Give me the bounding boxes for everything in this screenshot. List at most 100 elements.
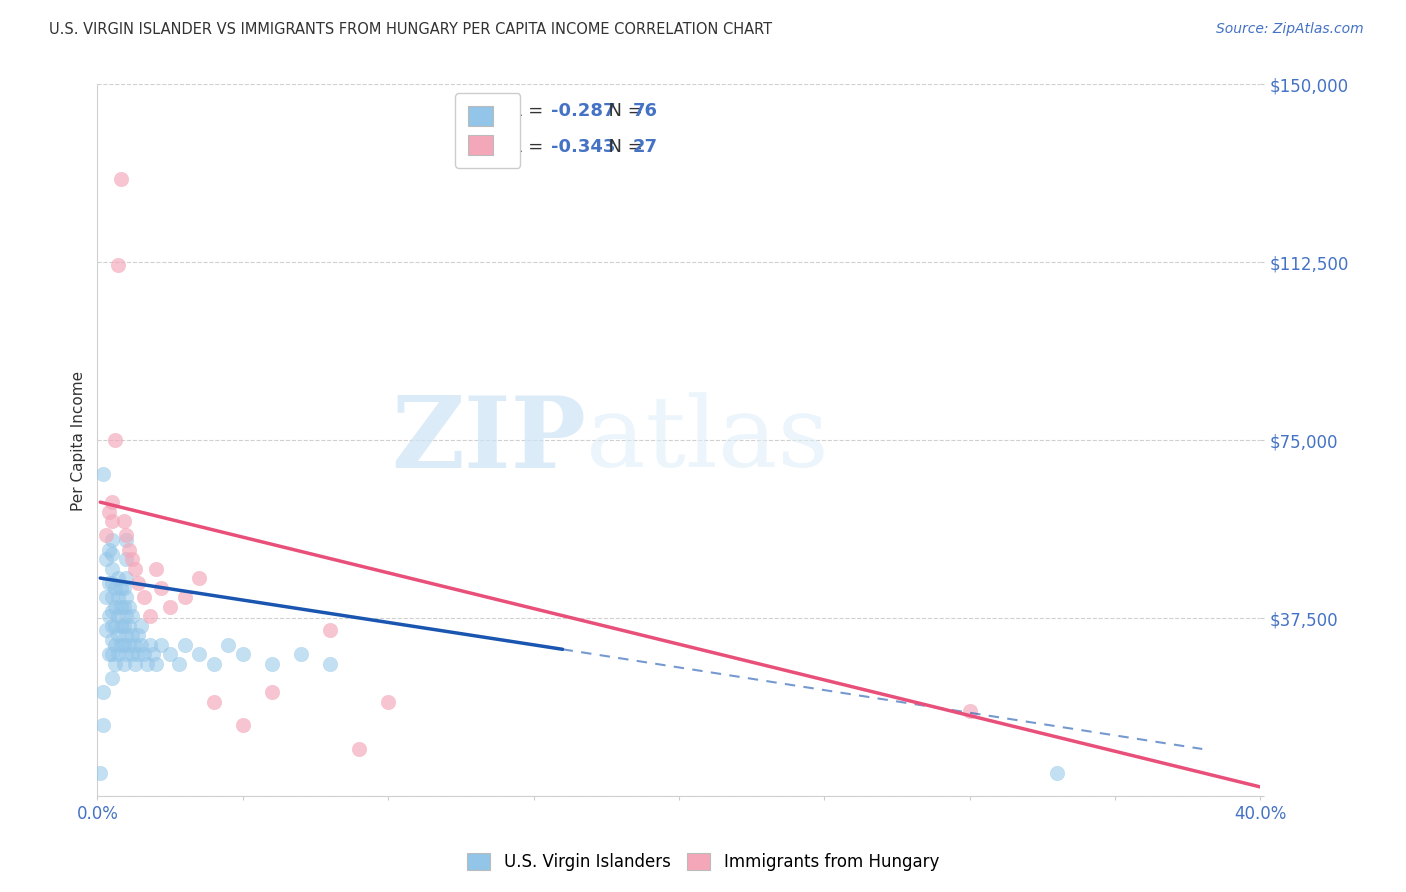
- Point: [115, 528, 138, 542]
- Point: [94, 624, 117, 638]
- Point: [115, 609, 138, 624]
- Point: [118, 638, 141, 652]
- Point: [290, 647, 312, 661]
- Point: [104, 434, 127, 448]
- Point: [112, 581, 135, 595]
- Point: [138, 638, 160, 652]
- Point: [115, 647, 138, 661]
- Text: R =: R =: [510, 138, 550, 156]
- Point: [173, 638, 195, 652]
- Point: [98, 575, 121, 590]
- Point: [121, 552, 143, 566]
- Text: 27: 27: [633, 138, 658, 156]
- Point: [107, 571, 129, 585]
- Point: [129, 618, 152, 632]
- Point: [101, 604, 124, 618]
- Point: [98, 542, 121, 557]
- Point: [94, 590, 117, 604]
- Point: [115, 552, 138, 566]
- Point: [104, 618, 127, 632]
- Point: [110, 172, 132, 186]
- Point: [94, 552, 117, 566]
- Legend: U.S. Virgin Islanders, Immigrants from Hungary: U.S. Virgin Islanders, Immigrants from H…: [458, 845, 948, 880]
- Point: [110, 599, 132, 614]
- Point: [104, 581, 127, 595]
- Point: [959, 704, 981, 718]
- Point: [98, 505, 121, 519]
- Point: [112, 599, 135, 614]
- Point: [104, 657, 127, 671]
- Text: Source: ZipAtlas.com: Source: ZipAtlas.com: [1216, 22, 1364, 37]
- Point: [260, 657, 283, 671]
- Point: [101, 671, 124, 685]
- Point: [121, 628, 143, 642]
- Point: [112, 638, 135, 652]
- Point: [127, 575, 149, 590]
- Point: [115, 590, 138, 604]
- Y-axis label: Per Capita Income: Per Capita Income: [72, 370, 86, 510]
- Point: [107, 609, 129, 624]
- Point: [121, 609, 143, 624]
- Point: [202, 657, 225, 671]
- Point: [319, 624, 342, 638]
- Text: R =: R =: [510, 103, 550, 120]
- Point: [118, 542, 141, 557]
- Point: [104, 638, 127, 652]
- Text: N =: N =: [598, 138, 650, 156]
- Text: -0.287: -0.287: [551, 103, 616, 120]
- Point: [124, 638, 146, 652]
- Point: [1046, 765, 1069, 780]
- Point: [110, 581, 132, 595]
- Point: [232, 718, 254, 732]
- Point: [159, 599, 181, 614]
- Point: [124, 657, 146, 671]
- Point: [142, 647, 165, 661]
- Text: -0.343: -0.343: [551, 138, 616, 156]
- Point: [135, 657, 157, 671]
- Point: [118, 618, 141, 632]
- Point: [188, 571, 211, 585]
- Point: [347, 742, 370, 756]
- Point: [377, 694, 399, 708]
- Point: [107, 590, 129, 604]
- Point: [132, 590, 155, 604]
- Point: [110, 638, 132, 652]
- Text: ZIP: ZIP: [391, 392, 586, 489]
- Text: 76: 76: [633, 103, 658, 120]
- Point: [104, 599, 127, 614]
- Point: [260, 685, 283, 699]
- Point: [101, 647, 124, 661]
- Point: [89, 765, 111, 780]
- Point: [112, 618, 135, 632]
- Point: [107, 258, 129, 272]
- Point: [150, 638, 173, 652]
- Point: [98, 609, 121, 624]
- Point: [101, 547, 124, 561]
- Point: [94, 528, 117, 542]
- Point: [115, 571, 138, 585]
- Point: [110, 618, 132, 632]
- Text: N =: N =: [598, 103, 650, 120]
- Point: [129, 638, 152, 652]
- Point: [118, 599, 141, 614]
- Point: [319, 657, 342, 671]
- Point: [127, 628, 149, 642]
- Point: [101, 618, 124, 632]
- Point: [101, 575, 124, 590]
- Point: [112, 657, 135, 671]
- Point: [115, 533, 138, 548]
- Point: [121, 647, 143, 661]
- Point: [188, 647, 211, 661]
- Point: [107, 647, 129, 661]
- Point: [202, 694, 225, 708]
- Point: [145, 657, 167, 671]
- Text: U.S. VIRGIN ISLANDER VS IMMIGRANTS FROM HUNGARY PER CAPITA INCOME CORRELATION CH: U.S. VIRGIN ISLANDER VS IMMIGRANTS FROM …: [49, 22, 772, 37]
- Point: [217, 638, 239, 652]
- Point: [91, 467, 114, 481]
- Point: [112, 514, 135, 528]
- Point: [127, 647, 149, 661]
- Point: [101, 632, 124, 647]
- Point: [101, 514, 124, 528]
- Point: [101, 590, 124, 604]
- Point: [132, 647, 155, 661]
